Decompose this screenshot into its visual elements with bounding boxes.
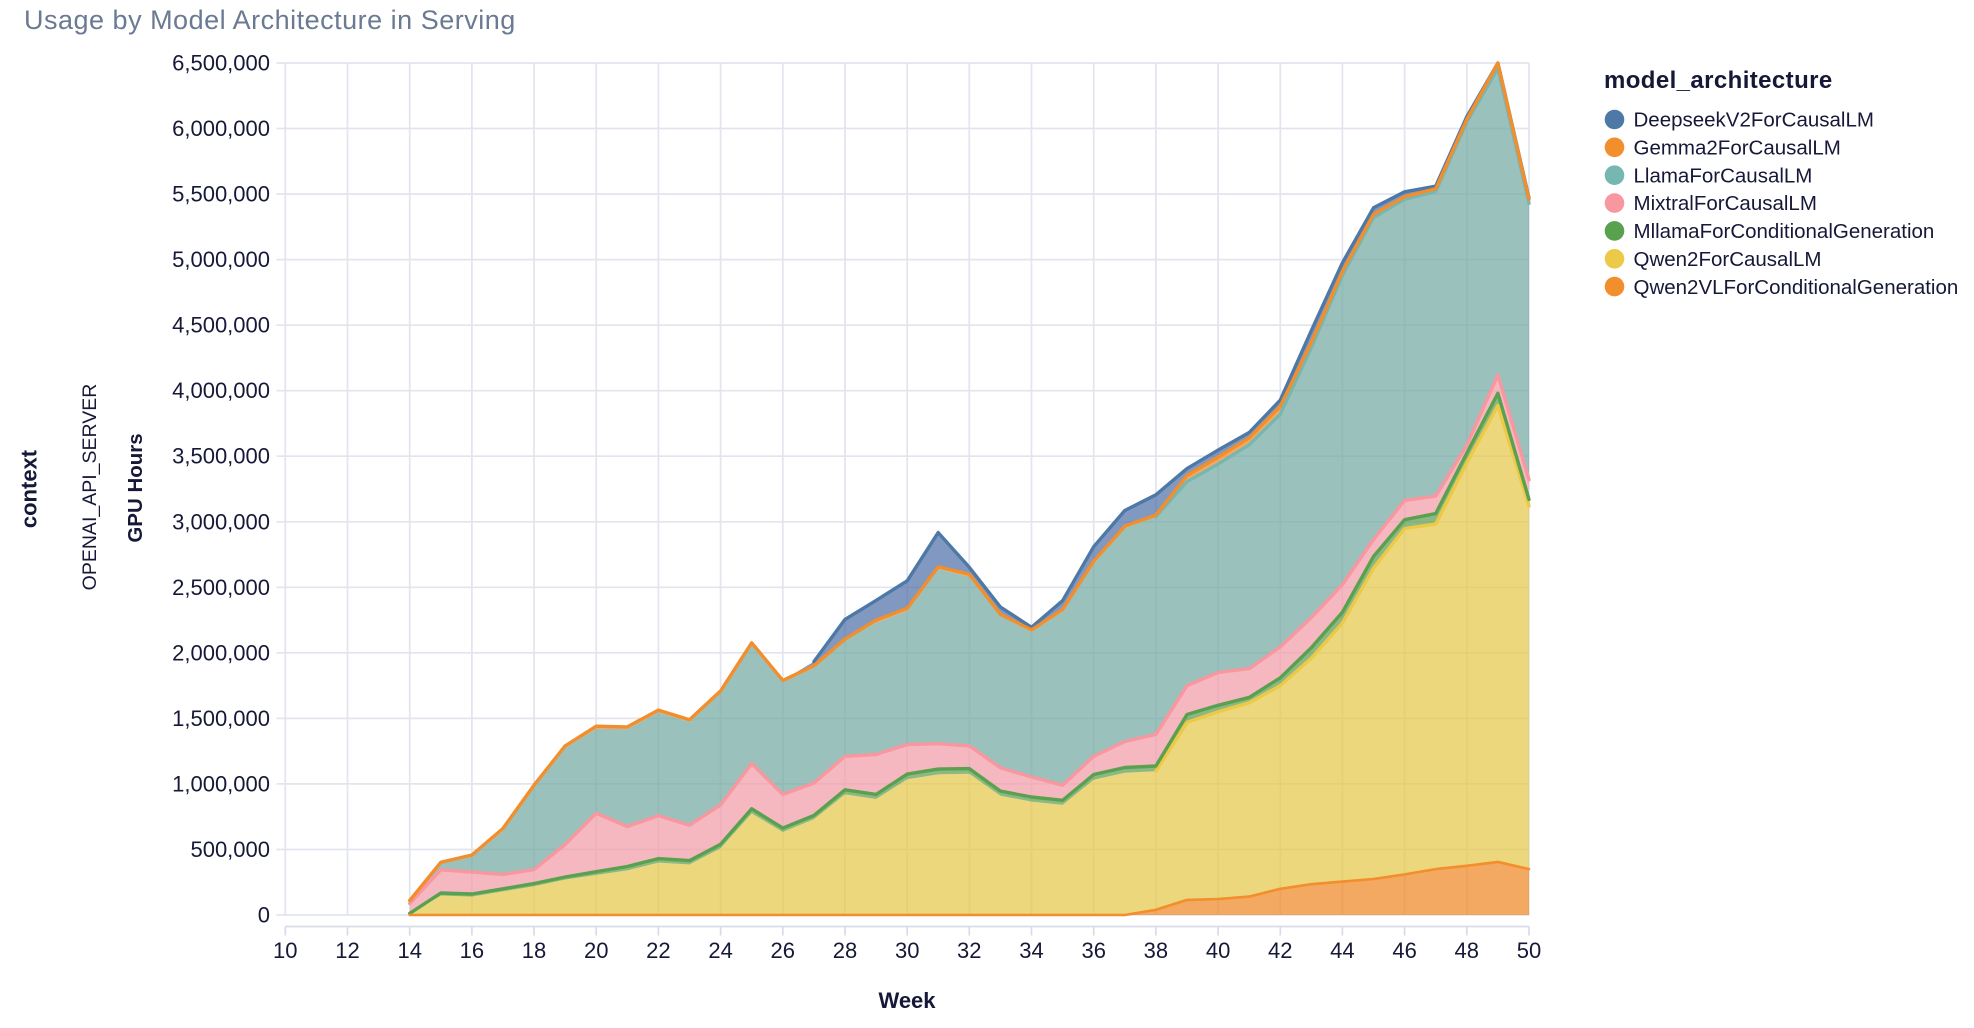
svg-text:Week: Week (878, 988, 936, 1013)
svg-text:3,500,000: 3,500,000 (172, 444, 270, 469)
svg-text:1,500,000: 1,500,000 (172, 706, 270, 731)
svg-text:Qwen2VLForConditionalGeneratio: Qwen2VLForConditionalGeneration (1634, 276, 1959, 299)
svg-text:10: 10 (273, 938, 297, 963)
svg-text:2,000,000: 2,000,000 (172, 640, 270, 665)
svg-text:14: 14 (397, 938, 421, 963)
svg-text:30: 30 (895, 938, 919, 963)
svg-text:36: 36 (1081, 938, 1105, 963)
svg-text:5,000,000: 5,000,000 (172, 247, 270, 272)
svg-text:24: 24 (708, 938, 732, 963)
svg-text:MixtralForCausalLM: MixtralForCausalLM (1634, 192, 1817, 215)
svg-text:32: 32 (957, 938, 981, 963)
svg-text:Gemma2ForCausalLM: Gemma2ForCausalLM (1634, 137, 1841, 160)
svg-text:context: context (17, 449, 42, 528)
svg-text:42: 42 (1268, 938, 1292, 963)
svg-text:46: 46 (1392, 938, 1416, 963)
svg-text:16: 16 (460, 938, 484, 963)
svg-text:18: 18 (522, 938, 546, 963)
svg-text:20: 20 (584, 938, 608, 963)
svg-text:1,000,000: 1,000,000 (172, 771, 270, 796)
svg-text:2,500,000: 2,500,000 (172, 575, 270, 600)
svg-text:38: 38 (1144, 938, 1168, 963)
svg-text:3,000,000: 3,000,000 (172, 509, 270, 534)
svg-text:500,000: 500,000 (190, 837, 270, 862)
svg-text:0: 0 (258, 903, 270, 928)
svg-text:OPENAI_API_SERVER: OPENAI_API_SERVER (79, 384, 101, 591)
svg-text:Usage by Model Architecture in: Usage by Model Architecture in Serving (24, 5, 516, 35)
svg-text:4,000,000: 4,000,000 (172, 378, 270, 403)
svg-text:50: 50 (1517, 938, 1541, 963)
svg-text:44: 44 (1330, 938, 1354, 963)
svg-text:5,500,000: 5,500,000 (172, 182, 270, 207)
svg-text:26: 26 (771, 938, 795, 963)
svg-text:LlamaForCausalLM: LlamaForCausalLM (1634, 164, 1813, 187)
svg-text:model_architecture: model_architecture (1604, 67, 1833, 94)
svg-text:Qwen2ForCausalLM: Qwen2ForCausalLM (1634, 248, 1822, 271)
svg-text:28: 28 (833, 938, 857, 963)
svg-text:MllamaForConditionalGeneration: MllamaForConditionalGeneration (1634, 220, 1935, 243)
svg-text:DeepseekV2ForCausalLM: DeepseekV2ForCausalLM (1634, 109, 1874, 132)
svg-text:4,500,000: 4,500,000 (172, 313, 270, 338)
svg-text:12: 12 (335, 938, 359, 963)
svg-text:48: 48 (1455, 938, 1479, 963)
svg-text:22: 22 (646, 938, 670, 963)
svg-text:34: 34 (1019, 938, 1043, 963)
svg-text:6,500,000: 6,500,000 (172, 51, 270, 76)
svg-text:6,000,000: 6,000,000 (172, 116, 270, 141)
svg-text:40: 40 (1206, 938, 1230, 963)
svg-text:GPU Hours: GPU Hours (124, 433, 147, 542)
